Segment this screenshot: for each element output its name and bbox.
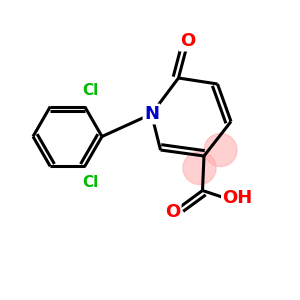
Text: O: O — [180, 32, 195, 50]
Text: O: O — [165, 203, 180, 221]
Circle shape — [204, 134, 237, 166]
Text: Cl: Cl — [82, 82, 99, 98]
Text: Cl: Cl — [82, 176, 99, 190]
Text: N: N — [144, 105, 159, 123]
Circle shape — [183, 152, 216, 184]
Text: OH: OH — [223, 189, 253, 207]
